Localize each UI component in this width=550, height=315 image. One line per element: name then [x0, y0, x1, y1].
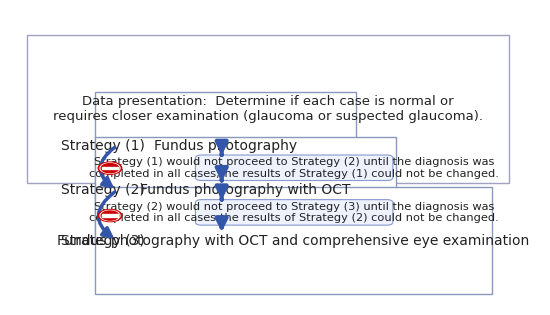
Circle shape — [98, 209, 122, 222]
Text: Strategy (3): Strategy (3) — [61, 234, 149, 248]
Text: Fundus photography with OCT and comprehensive eye examination: Fundus photography with OCT and comprehe… — [57, 234, 530, 248]
FancyBboxPatch shape — [95, 137, 396, 244]
Text: Data presentation:  Determine if each case is normal or
requires closer examinat: Data presentation: Determine if each cas… — [53, 95, 483, 123]
Circle shape — [101, 211, 119, 220]
FancyBboxPatch shape — [95, 187, 492, 295]
FancyBboxPatch shape — [195, 155, 393, 180]
FancyBboxPatch shape — [195, 200, 393, 225]
Text: Strategy (1) would not proceed to Strategy (2) until the diagnosis was
completed: Strategy (1) would not proceed to Strate… — [89, 157, 499, 179]
Text: Strategy (2): Strategy (2) — [61, 183, 149, 198]
Text: Fundus photography with OCT: Fundus photography with OCT — [140, 183, 351, 198]
Text: Fundus photography: Fundus photography — [154, 139, 297, 153]
Text: Strategy (2) would not proceed to Strategy (3) until the diagnosis was
completed: Strategy (2) would not proceed to Strate… — [89, 202, 499, 223]
FancyBboxPatch shape — [95, 92, 356, 200]
Circle shape — [100, 163, 120, 173]
Circle shape — [98, 162, 122, 174]
FancyBboxPatch shape — [102, 167, 118, 169]
Circle shape — [101, 163, 119, 173]
FancyBboxPatch shape — [102, 214, 118, 217]
Text: Strategy (1): Strategy (1) — [61, 139, 149, 153]
FancyBboxPatch shape — [28, 35, 509, 183]
Circle shape — [100, 210, 120, 221]
